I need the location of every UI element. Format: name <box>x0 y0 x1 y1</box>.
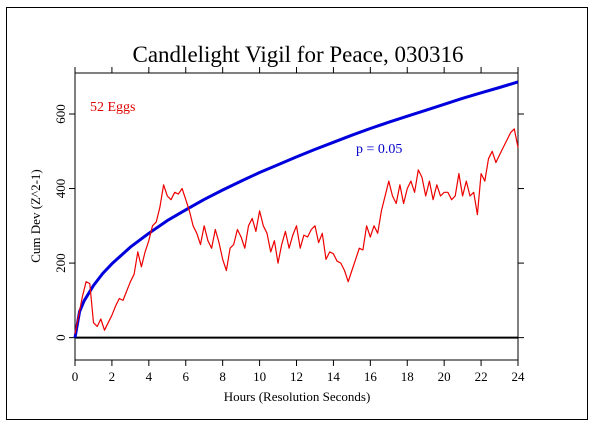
x-tick-label: 22 <box>475 369 488 384</box>
x-tick-label: 14 <box>327 369 341 384</box>
cumulative-deviation-line <box>74 128 519 335</box>
y-tick-label: 0 <box>53 334 68 341</box>
x-axis-ticks: 0 2 4 6 8 10 12 14 16 18 20 22 24 <box>72 67 525 384</box>
y-axis-ticks: 0 200 400 600 <box>53 104 524 341</box>
y-axis-label: Cum Dev (Z^2-1) <box>28 169 43 262</box>
x-tick-label: 8 <box>219 369 226 384</box>
x-tick-label: 4 <box>146 369 153 384</box>
x-tick-label: 20 <box>438 369 451 384</box>
x-tick-label: 18 <box>401 369 414 384</box>
significance-curve-line <box>73 80 519 338</box>
x-tick-label: 10 <box>253 369 266 384</box>
chart-title: Candlelight Vigil for Peace, 030316 <box>133 42 464 67</box>
y-tick-label: 400 <box>53 179 68 199</box>
x-tick-label: 12 <box>290 369 303 384</box>
x-tick-label: 2 <box>109 369 116 384</box>
series-layer <box>73 80 519 338</box>
probability-annotation: p = 0.05 <box>356 142 402 157</box>
egg-count-annotation: 52 Eggs <box>90 100 136 115</box>
x-tick-label: 16 <box>364 369 378 384</box>
figure-frame <box>6 7 588 420</box>
x-tick-label: 6 <box>183 369 190 384</box>
plot-area-border <box>74 72 519 361</box>
y-tick-label: 200 <box>53 253 68 273</box>
x-tick-label: 0 <box>72 369 79 384</box>
y-tick-label: 600 <box>53 104 68 124</box>
x-axis-label: Hours (Resolution Seconds) <box>224 389 371 404</box>
x-tick-label: 24 <box>512 369 526 384</box>
